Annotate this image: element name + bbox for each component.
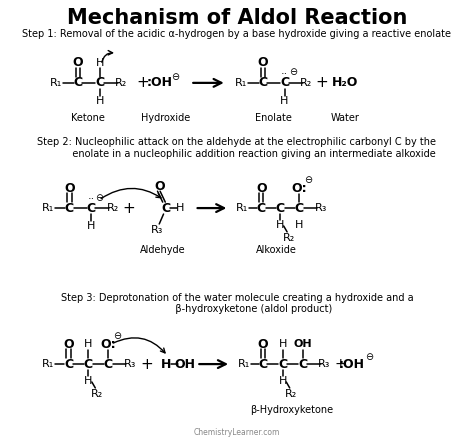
- Text: Enolate: Enolate: [255, 113, 292, 123]
- Text: O:: O:: [100, 338, 116, 351]
- Text: R₂: R₂: [285, 389, 298, 399]
- Text: C: C: [162, 202, 171, 215]
- Text: Mechanism of Aldol Reaction: Mechanism of Aldol Reaction: [67, 8, 407, 28]
- Text: ··: ··: [87, 194, 95, 204]
- Text: C: C: [298, 358, 307, 370]
- Text: O:: O:: [292, 182, 307, 195]
- Text: OH: OH: [293, 339, 312, 349]
- Text: O: O: [257, 338, 268, 351]
- Text: H: H: [276, 220, 284, 230]
- Text: O: O: [256, 182, 266, 195]
- Text: R₁: R₁: [236, 203, 248, 213]
- Text: H: H: [295, 220, 303, 230]
- Text: R₁: R₁: [42, 203, 54, 213]
- Text: :OH: :OH: [339, 358, 365, 370]
- Text: R₁: R₁: [235, 78, 247, 88]
- Text: ⊖: ⊖: [304, 175, 312, 185]
- Text: H: H: [95, 96, 104, 106]
- Text: H: H: [87, 221, 95, 231]
- Text: H: H: [161, 358, 171, 370]
- Text: ⊖: ⊖: [113, 331, 121, 341]
- Text: C: C: [278, 358, 287, 370]
- Text: H: H: [95, 58, 104, 68]
- Text: Step 3: Deprotonation of the water molecule creating a hydroxide and a: Step 3: Deprotonation of the water molec…: [61, 293, 413, 303]
- Text: C: C: [280, 77, 289, 89]
- Text: O: O: [154, 180, 164, 193]
- Text: Aldehyde: Aldehyde: [140, 245, 185, 255]
- Text: R₃: R₃: [318, 359, 330, 369]
- Text: Step 2: Nucleophilic attack on the aldehyde at the electrophilic carbonyl C by t: Step 2: Nucleophilic attack on the aldeh…: [37, 137, 437, 147]
- Text: R₂: R₂: [91, 389, 103, 399]
- Text: +: +: [123, 201, 136, 216]
- Text: R₂: R₂: [300, 78, 312, 88]
- Text: +: +: [315, 75, 328, 90]
- Text: C: C: [104, 358, 113, 370]
- Text: ⊖: ⊖: [172, 72, 180, 82]
- Text: β-hydroxyketone (aldol product): β-hydroxyketone (aldol product): [141, 304, 333, 315]
- Text: R₁: R₁: [238, 359, 250, 369]
- Text: Water: Water: [330, 113, 359, 123]
- Text: O: O: [63, 338, 74, 351]
- Text: H: H: [279, 339, 287, 349]
- Text: ⊖: ⊖: [289, 67, 297, 77]
- Text: R₃: R₃: [315, 203, 327, 213]
- Text: Step 1: Removal of the acidic α-hydrogen by a base hydroxide giving a reactive e: Step 1: Removal of the acidic α-hydrogen…: [22, 29, 452, 39]
- Text: Alkoxide: Alkoxide: [256, 245, 297, 255]
- Text: O: O: [73, 56, 83, 70]
- Text: H: H: [280, 96, 289, 106]
- Text: H: H: [176, 203, 184, 213]
- Text: C: C: [258, 77, 267, 89]
- Text: :OH: :OH: [147, 77, 173, 89]
- Text: O: O: [257, 56, 268, 70]
- Text: H: H: [84, 339, 92, 349]
- Text: C: C: [64, 358, 73, 370]
- Text: C: C: [258, 358, 267, 370]
- Text: R₃: R₃: [151, 225, 164, 235]
- Text: ChemistryLearner.com: ChemistryLearner.com: [194, 428, 280, 437]
- Text: ··: ··: [281, 69, 288, 79]
- Text: R₁: R₁: [50, 78, 63, 88]
- Text: OH: OH: [174, 358, 196, 370]
- Text: Hydroxide: Hydroxide: [141, 113, 190, 123]
- Text: C: C: [84, 358, 93, 370]
- Text: O: O: [64, 182, 75, 195]
- Text: C: C: [256, 202, 266, 215]
- Text: C: C: [95, 77, 104, 89]
- Text: H: H: [84, 376, 92, 386]
- Text: C: C: [295, 202, 304, 215]
- Text: R₁: R₁: [42, 359, 54, 369]
- Text: Ketone: Ketone: [72, 113, 105, 123]
- Text: +: +: [137, 75, 149, 90]
- Text: ⊖: ⊖: [365, 352, 373, 362]
- Text: enolate in a nucleophilic addition reaction giving an intermediate alkoxide: enolate in a nucleophilic addition react…: [38, 150, 436, 159]
- Text: C: C: [276, 202, 285, 215]
- Text: R₂: R₂: [283, 233, 295, 243]
- Text: +: +: [141, 356, 154, 372]
- Text: ⊖: ⊖: [95, 193, 103, 203]
- Text: C: C: [65, 202, 74, 215]
- Text: R₂: R₂: [115, 78, 128, 88]
- Text: +: +: [334, 357, 346, 371]
- Text: R₃: R₃: [124, 359, 136, 369]
- Text: β-Hydroxyketone: β-Hydroxyketone: [250, 405, 333, 415]
- Text: C: C: [86, 202, 96, 215]
- Text: H₂O: H₂O: [332, 77, 358, 89]
- Text: H: H: [279, 376, 287, 386]
- Text: C: C: [73, 77, 82, 89]
- Text: R₂: R₂: [107, 203, 118, 213]
